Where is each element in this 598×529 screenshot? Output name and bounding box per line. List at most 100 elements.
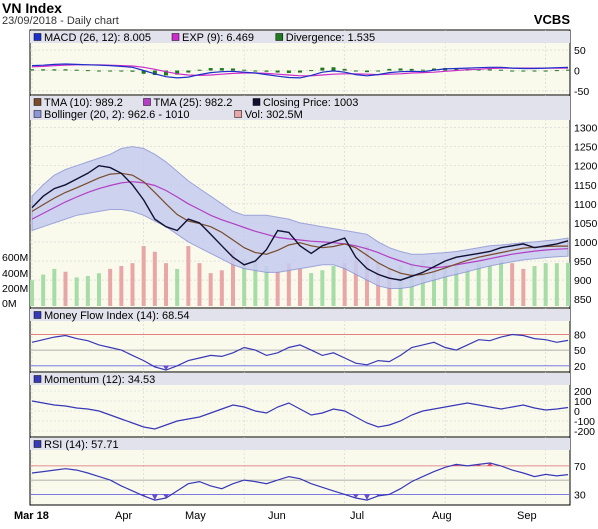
divergence-bar — [454, 68, 459, 71]
x-tick-label: Jul — [350, 510, 364, 522]
y-tick-label: 0 — [574, 406, 580, 418]
volume-bar — [443, 263, 448, 306]
legend-label: RSI (14): 57.71 — [44, 439, 119, 451]
x-tick-label: Aug — [432, 510, 452, 522]
legend-bar — [30, 96, 570, 108]
momentum-line — [31, 400, 569, 430]
volume-tick-label: 600M — [2, 252, 28, 264]
y-tick-label: 950 — [574, 256, 592, 268]
y-tick-label: -200 — [574, 426, 595, 438]
divergence-bar — [298, 70, 302, 73]
y-tick-label: -100 — [574, 416, 595, 428]
divergence-bar — [286, 70, 291, 73]
volume-bar — [219, 270, 224, 306]
y-tick-label: -50 — [574, 86, 589, 98]
volume-bar — [119, 266, 124, 306]
legend-label: Vol: 302.5M — [245, 109, 303, 121]
y-tick-label: 30 — [574, 489, 586, 501]
divergence-bar — [208, 68, 213, 71]
volume-bar — [63, 271, 68, 306]
volume-bar — [465, 268, 470, 306]
y-tick-label: 0 — [574, 66, 580, 78]
y-tick-label: 1050 — [574, 218, 598, 230]
volume-bar — [97, 273, 101, 306]
y-tick-label: 50 — [574, 45, 586, 57]
legend-swatch — [33, 440, 42, 448]
y-tick-label: 20 — [574, 361, 586, 373]
volume-tick-label: 0M — [2, 298, 17, 310]
y-tick-label: 1100 — [574, 199, 597, 211]
x-tick-label: Apr — [115, 510, 132, 522]
oversold-fill — [375, 494, 382, 496]
divergence-bar — [41, 69, 46, 71]
closing-price-line — [31, 164, 569, 281]
legend-swatch — [33, 110, 42, 118]
divergence-bar — [85, 70, 90, 72]
volume-bar — [231, 248, 235, 306]
bollinger-band — [31, 146, 569, 289]
divergence-bar — [197, 69, 202, 71]
divergence-bar — [186, 70, 191, 73]
divergence-bar — [231, 68, 235, 71]
divergence-bar — [365, 70, 369, 73]
legend-label: Money Flow Index (14): 68.54 — [44, 310, 190, 322]
oversold-fill — [364, 494, 370, 501]
y-tick-label: 850 — [574, 294, 592, 306]
divergence-bar — [353, 70, 358, 72]
overbought-fill — [475, 464, 482, 466]
legend-bar — [30, 108, 570, 120]
legend-swatch — [33, 98, 42, 106]
volume-bar — [521, 268, 526, 306]
volume-bar — [566, 262, 570, 306]
volume-bar — [30, 280, 34, 306]
x-tick-label: Jun — [268, 510, 286, 522]
legend-swatch — [252, 98, 261, 106]
brand-label: VCBS — [533, 12, 570, 27]
y-tick-label: 70 — [574, 461, 586, 473]
volume-bar — [108, 268, 113, 306]
volume-bar — [309, 273, 314, 306]
volume-bar — [286, 263, 291, 306]
volume-bar — [242, 258, 247, 306]
volume-tick-label: 400M — [2, 268, 28, 280]
chart-subtitle: 23/09/2018 - Daily chart — [2, 15, 119, 27]
divergence-bar — [342, 68, 347, 71]
y-tick-label: 80 — [574, 329, 586, 341]
overbought-fill — [453, 464, 460, 466]
legend-bar — [30, 309, 570, 321]
divergence-bar — [164, 70, 168, 76]
volume-bar — [543, 263, 548, 306]
volume-bar — [454, 266, 459, 306]
legend-bar — [30, 373, 570, 385]
x-tick-label: May — [185, 510, 206, 522]
y-tick-label: 1150 — [574, 180, 597, 192]
divergence-bar — [108, 70, 113, 72]
volume-bar — [298, 268, 302, 306]
divergence-bar — [130, 70, 135, 72]
divergence-bar — [543, 70, 548, 72]
volume-bar — [186, 246, 191, 306]
volume-bar — [353, 260, 358, 306]
y-tick-label: 1200 — [574, 161, 598, 173]
legend-label: Closing Price: 1003 — [263, 97, 358, 109]
divergence-bar — [52, 69, 57, 71]
divergence-bar — [242, 69, 247, 71]
volume-bar — [510, 263, 515, 306]
divergence-bar — [253, 70, 258, 72]
volume-bar — [141, 246, 146, 306]
legend-swatch — [171, 33, 180, 41]
y-tick-label: 200 — [574, 386, 592, 398]
volume-bar — [320, 270, 325, 306]
divergence-bar — [554, 70, 559, 72]
y-tick-label: 50 — [574, 345, 586, 357]
legend-bar — [30, 438, 570, 450]
divergence-bar — [331, 67, 336, 71]
legend-label: Divergence: 1.535 — [286, 32, 375, 44]
signal-line — [31, 64, 568, 77]
legend-swatch — [234, 110, 242, 118]
oversold-fill — [163, 365, 169, 370]
volume-bar — [85, 276, 90, 306]
divergence-bar — [175, 70, 180, 75]
divergence-bar — [398, 68, 403, 71]
